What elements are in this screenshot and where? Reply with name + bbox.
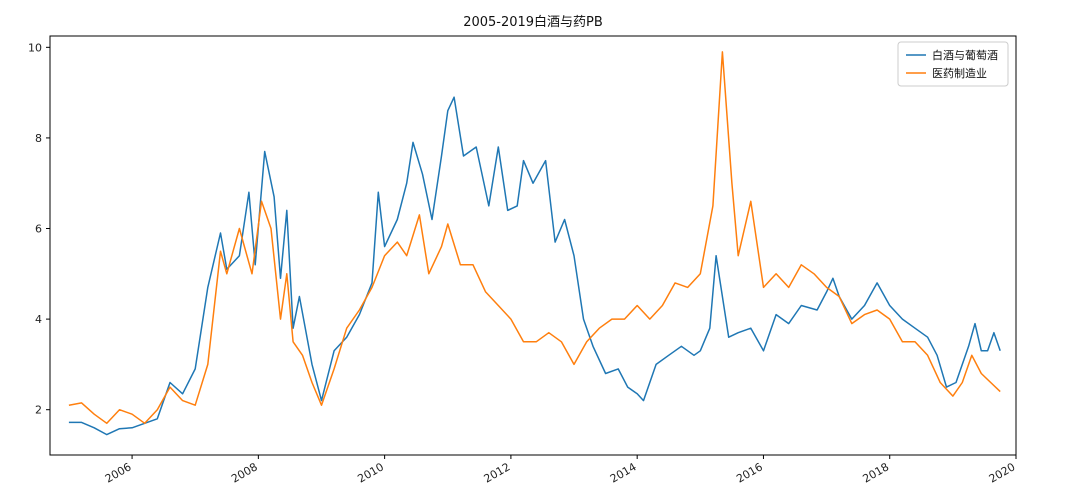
x-tick-label: 2012: [482, 460, 513, 485]
x-tick-label: 2014: [608, 460, 639, 485]
series-line-1: [68, 96, 1001, 436]
series-layer: [68, 51, 1001, 436]
y-tick-label: 2: [35, 404, 42, 417]
x-tick-label: 2010: [355, 460, 386, 485]
y-tick-label: 6: [35, 223, 42, 236]
plot-frame: [49, 35, 1017, 456]
x-tick-label: 2006: [103, 460, 134, 485]
x-tick-label: 2018: [860, 460, 891, 485]
y-axis: 2 4 6 8 10: [28, 41, 50, 417]
y-tick-label: 4: [35, 313, 42, 326]
legend-label-1: 白酒与葡萄酒: [932, 48, 998, 62]
chart-title: 2005-2019白酒与药PB: [463, 14, 603, 30]
x-tick-label: 2008: [229, 460, 260, 485]
y-tick-label: 10: [28, 41, 42, 54]
legend-box: [897, 41, 1009, 87]
x-tick-label: 2020: [987, 460, 1018, 485]
series-line-2: [68, 51, 1001, 425]
x-axis: 2006 2008 2010 2012 2014 2016 2018 2020: [103, 455, 1018, 486]
legend-label-2: 医药制造业: [932, 66, 987, 80]
x-tick-label: 2016: [734, 460, 765, 485]
y-tick-label: 8: [35, 132, 42, 145]
